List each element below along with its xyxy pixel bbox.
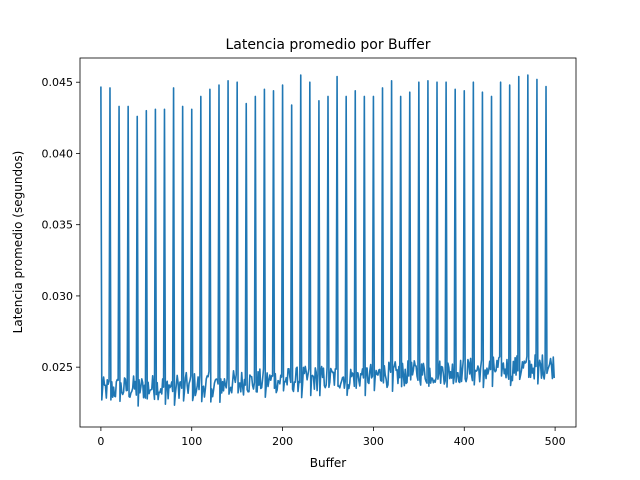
y-tick-label: 0.045 [42, 76, 74, 89]
latency-line [100, 74, 555, 407]
y-tick-label: 0.030 [42, 290, 74, 303]
axes-frame [79, 57, 577, 428]
y-axis: 0.025 0.030 0.035 0.040 0.045 [42, 76, 80, 374]
plot-area [100, 74, 555, 407]
x-tick-label: 500 [545, 435, 566, 448]
x-tick-label: 100 [181, 435, 202, 448]
x-axis-label: Buffer [310, 456, 346, 470]
x-tick-label: 300 [363, 435, 384, 448]
x-tick-label: 0 [97, 435, 104, 448]
chart-title: Latencia promedio por Buffer [225, 37, 430, 53]
x-tick-label: 400 [454, 435, 475, 448]
y-tick-label: 0.035 [42, 219, 74, 232]
x-axis: 0 100 200 300 400 500 [97, 427, 566, 448]
y-tick-label: 0.025 [42, 361, 74, 374]
x-tick-label: 200 [272, 435, 293, 448]
y-axis-label: Latencia promedio (segundos) [11, 151, 25, 334]
y-tick-label: 0.040 [42, 147, 74, 160]
